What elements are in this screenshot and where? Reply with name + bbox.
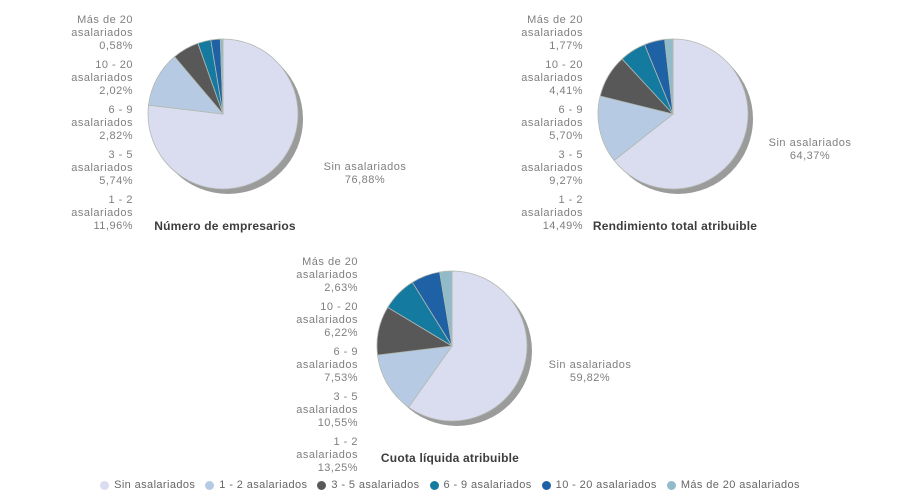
pie-slice xyxy=(597,95,674,162)
legend: Sin asalariados 1 - 2 asalariados 3 - 5 as… xyxy=(0,476,900,494)
pie-slice xyxy=(613,38,749,190)
slice-callout: 10 - 20 asalariados 4,41% xyxy=(521,59,583,97)
slice-callout: 10 - 20 asalariados 2,02% xyxy=(71,59,133,97)
slice-callout: Más de 20 asalariados 0,58% xyxy=(71,14,133,52)
pie-slice xyxy=(408,270,528,422)
pie-slice xyxy=(664,38,674,115)
legend-item: Sin asalariados xyxy=(100,479,195,491)
chart-rendimiento-total-atribuible: Más de 20 asalariados 1,77% 10 - 20 asalaria… xyxy=(450,0,900,248)
chart-title: Cuota líquida atribuible xyxy=(380,451,520,465)
left-callouts: Más de 20 asalariados 0,58% 10 - 20 asalaria… xyxy=(0,14,133,239)
slice-callout: 6 - 9 asalariados 2,82% xyxy=(71,104,133,142)
legend-swatch-icon xyxy=(100,480,110,490)
pie-slice xyxy=(219,38,224,115)
legend-item: 3 - 5 asalariados xyxy=(317,479,419,491)
slice-callout-sin-asalariados: Sin asalariados 64,37% xyxy=(768,137,852,162)
pie-slice xyxy=(439,270,453,347)
slice-callout-sin-asalariados: Sin asalariados 59,82% xyxy=(548,359,632,384)
slice-callout: 10 - 20 asalariados 6,22% xyxy=(296,301,358,339)
slice-callout: 3 - 5 asalariados 5,74% xyxy=(71,149,133,187)
legend-swatch-icon xyxy=(205,480,215,490)
legend-swatch-icon xyxy=(666,480,676,490)
chart-title: Número de empresarios xyxy=(154,219,296,233)
slice-callout: 3 - 5 asalariados 10,55% xyxy=(296,391,358,429)
slice-callout: 1 - 2 asalariados 11,96% xyxy=(71,194,133,232)
legend-item: 1 - 2 asalariados xyxy=(205,479,307,491)
left-callouts: Más de 20 asalariados 1,77% 10 - 20 asalaria… xyxy=(450,14,583,239)
legend-item: 10 - 20 asalariados xyxy=(541,479,657,491)
chart-numero-de-empresarios: Más de 20 asalariados 0,58% 10 - 20 asalaria… xyxy=(0,0,450,248)
slice-callout: Más de 20 asalariados 2,63% xyxy=(296,256,358,294)
slice-callout: 6 - 9 asalariados 7,53% xyxy=(296,346,358,384)
pie-chart-svg xyxy=(376,270,532,426)
pie-slice xyxy=(377,345,453,408)
chart-cuota-liquida-atribuible: Más de 20 asalariados 2,63% 10 - 20 asalaria… xyxy=(225,250,675,475)
slice-callout-sin-asalariados: Sin asalariados 76,88% xyxy=(323,161,407,186)
slice-callout: Más de 20 asalariados 1,77% xyxy=(521,14,583,52)
legend-item: 6 - 9 asalariados xyxy=(429,479,532,491)
legend-item: Más de 20 asalariados xyxy=(666,479,800,491)
pie-chart-svg xyxy=(597,38,753,194)
legend-swatch-icon xyxy=(541,480,551,490)
slice-callout: 6 - 9 asalariados 5,70% xyxy=(521,104,583,142)
pie-chart-svg xyxy=(147,38,303,194)
pie-slice xyxy=(147,38,299,190)
legend-swatch-icon xyxy=(317,480,327,490)
slice-callout: 1 - 2 asalariados 13,25% xyxy=(296,436,358,474)
left-callouts: Más de 20 asalariados 2,63% 10 - 20 asalaria… xyxy=(225,256,358,481)
legend-swatch-icon xyxy=(429,480,439,490)
slice-callout: 3 - 5 asalariados 9,27% xyxy=(521,149,583,187)
slice-callout: 1 - 2 asalariados 14,49% xyxy=(521,194,583,232)
chart-title: Rendimiento total atribuible xyxy=(592,219,758,233)
